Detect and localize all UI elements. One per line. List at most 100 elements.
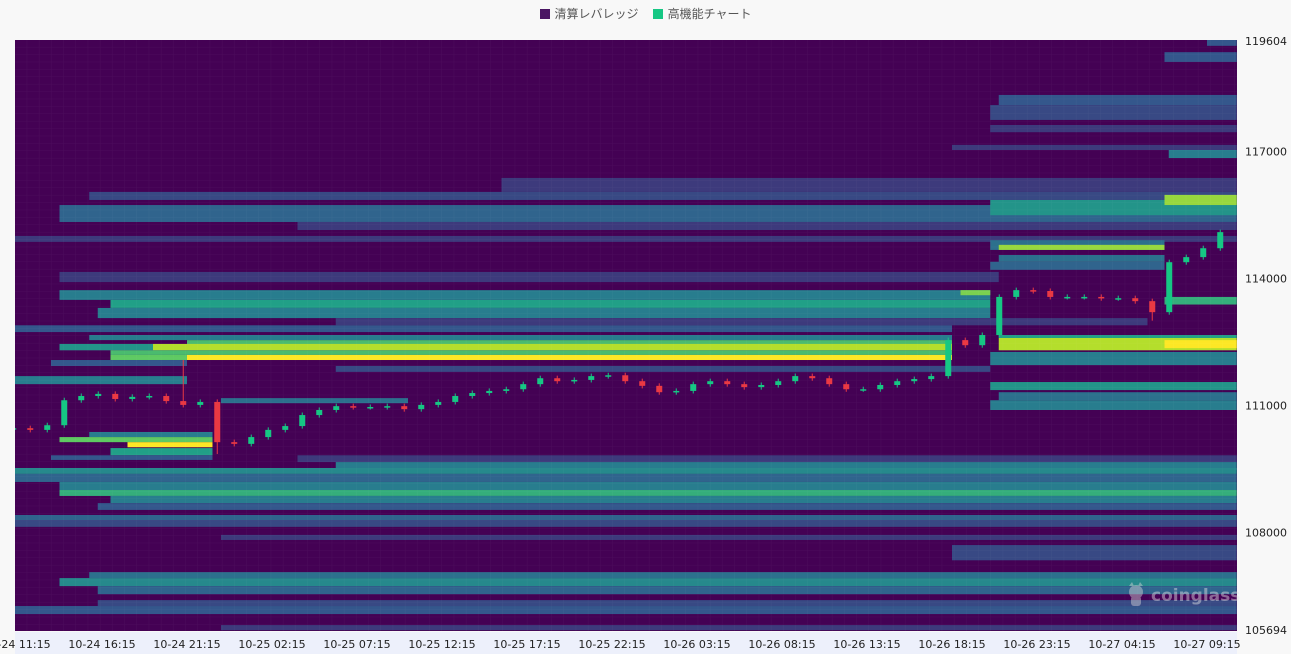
legend-item-advanced-chart[interactable]: 高機能チャート [652,5,752,22]
candle-body [1098,296,1105,299]
coinglass-mascot-icon [1129,582,1143,606]
candle-body [775,381,782,385]
candle-body [401,406,408,410]
candle-body [1081,296,1088,299]
candle-body [996,296,1003,336]
candle-body [214,401,221,443]
candle-body [248,437,255,444]
x-tick-label: 10-27 09:15 [1173,638,1240,651]
candle-body [1200,248,1207,258]
candle-body [1030,290,1037,292]
y-tick-label: 111000 [1245,399,1287,412]
x-axis-background [15,632,1237,654]
candle-body [945,340,952,377]
watermark: coinglass [1129,582,1240,606]
candle-body [1217,232,1224,249]
candle-body [112,393,119,399]
candle-body [163,396,170,402]
candle-body [95,393,102,397]
candle-body [27,428,34,430]
y-tick-label: 117000 [1245,145,1287,158]
y-axis: 119604 117000 114000 111000 108000 105694 [1245,35,1287,637]
candle-body [146,396,153,398]
x-tick-label: 10-25 07:15 [323,638,390,651]
y-tick-label: 119604 [1245,35,1287,48]
candle-body [180,401,187,405]
candle-body [61,400,68,426]
candle-body [1149,301,1156,313]
x-tick-label: 10-25 02:15 [238,638,305,651]
candle-body [537,378,544,385]
candle-body [78,396,85,401]
candle-body [1013,290,1020,297]
x-tick-label: 10-24 21:15 [153,638,220,651]
candle-body [282,426,289,430]
candle-body [129,396,136,399]
candle-body [503,389,510,391]
x-tick-label: 10-27 04:15 [1088,638,1155,651]
candle-body [316,409,323,416]
x-tick-label: 10-25 12:15 [408,638,475,651]
candle-body [1115,298,1122,300]
legend-swatch-green [652,8,663,19]
candle-body [962,340,969,346]
candle-body [333,406,340,410]
candle-body [758,384,765,388]
legend: 清算レバレッジ 高機能チャート [0,5,1291,22]
candle-body [741,384,748,388]
candle-body [928,376,935,380]
x-tick-label: 10-25 22:15 [578,638,645,651]
y-tick-label: 114000 [1245,272,1287,285]
candle-body [452,396,459,402]
candle-body [44,425,51,430]
candle-body [418,404,425,410]
candle-body [588,376,595,380]
legend-item-liquidation-leverage[interactable]: 清算レバレッジ [539,5,639,22]
candle-body [571,379,578,382]
candle-body [554,378,561,382]
candle-body [877,384,884,390]
x-tick-label: 10-24 16:15 [68,638,135,651]
candle-body [265,429,272,438]
y-tick-label: 108000 [1245,526,1287,539]
candle-body [792,376,799,382]
candle-body [1132,298,1139,302]
candle-body [299,415,306,427]
legend-swatch-purple [539,8,550,19]
x-tick-label: 10-26 03:15 [663,638,730,651]
candle-body [826,378,833,385]
x-tick-label: 10-24 11:15 [0,638,51,651]
x-tick-label: 10-26 13:15 [833,638,900,651]
candle-body [435,401,442,405]
legend-label: 高機能チャート [667,7,752,21]
candle-body [231,442,238,444]
candle-body [673,390,680,393]
candle-body [1166,262,1173,313]
candle-body [860,389,867,391]
legend-label: 清算レバレッジ [554,7,639,21]
candle-body [707,381,714,385]
candle-body [809,376,816,379]
x-tick-label: 10-26 08:15 [748,638,815,651]
candle-body [639,381,646,386]
candle-body [622,375,629,382]
candle-body [843,384,850,390]
candle-body [656,385,663,393]
candle-body [1047,290,1054,297]
x-axis: 10-24 11:15 10-24 16:15 10-24 21:15 10-25 0… [0,638,1241,651]
candle-body [367,407,374,409]
candle-body [350,406,357,408]
watermark-text: coinglass [1151,586,1240,606]
candle-body [197,401,204,405]
candle-body [520,384,527,390]
candle-body [1183,257,1190,263]
candle-body [605,375,612,377]
candle-body [469,393,476,397]
candle-body [486,390,493,394]
candle-body [1064,296,1071,299]
candle-body [690,384,697,391]
price-candles [15,229,1224,455]
candle-body [724,381,731,385]
candle-body [894,381,901,385]
